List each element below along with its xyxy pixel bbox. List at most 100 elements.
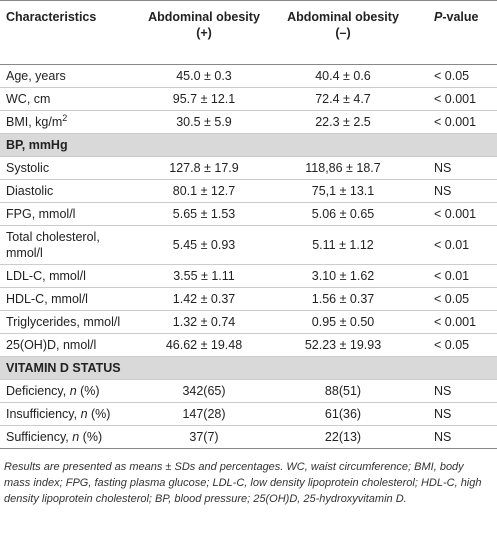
table-row: Total cholesterol, mmol/l 5.45 ± 0.93 5.11… (0, 226, 497, 265)
table-cell: NS (412, 426, 497, 449)
cell-text: 80.1 ± 12.7 (172, 184, 236, 198)
cell-text: Abdominal obesity (287, 10, 399, 24)
cell-text: < 0.001 (434, 115, 477, 129)
table-cell: 5.65 ± 1.53 (134, 203, 274, 226)
header-cell: Characteristics (0, 1, 134, 65)
cell-text: 22(13) (324, 430, 362, 444)
cell-text: 147(28) (182, 407, 226, 421)
table-cell: Age, years (0, 65, 134, 88)
table-row: BMI, kg/m2 30.5 ± 5.9 22.3 ± 2.5 < 0.001 (0, 111, 497, 134)
cell-text: < 0.001 (434, 207, 477, 221)
cell-text: Abdominal obesity (148, 10, 260, 24)
cell-text: Age, years (6, 69, 66, 83)
cell-text: -value (442, 10, 479, 24)
cell-italic: n (72, 430, 80, 444)
cell-text: < 0.05 (434, 338, 470, 352)
table-cell: < 0.01 (412, 226, 497, 265)
table-cell: 37(7) (134, 426, 274, 449)
table-cell: 46.62 ± 19.48 (134, 334, 274, 357)
cell-text: Characteristics (6, 10, 97, 24)
cell-text: Diastolic (6, 184, 54, 198)
cell-text: 52.23 ± 19.93 (304, 338, 382, 352)
table-cell: LDL-C, mmol/l (0, 265, 134, 288)
cell-text: WC, cm (6, 92, 51, 106)
table-cell: 80.1 ± 12.7 (134, 180, 274, 203)
table-row: Diastolic 80.1 ± 12.7 75,1 ± 13.1 NS (0, 180, 497, 203)
cell-text: < 0.05 (434, 292, 470, 306)
table-cell: < 0.001 (412, 203, 497, 226)
table-cell: 5.06 ± 0.65 (274, 203, 412, 226)
cell-text: < 0.001 (434, 92, 477, 106)
section-cell: BP, mmHg (0, 133, 497, 157)
cell-text: (%) (76, 384, 100, 398)
table-cell: 30.5 ± 5.9 (134, 111, 274, 134)
cell-text: 95.7 ± 12.1 (172, 92, 236, 106)
table-cell: 3.55 ± 1.11 (134, 265, 274, 288)
cell-text: 118,86 ± 18.7 (305, 161, 381, 175)
table-cell: Diastolic (0, 180, 134, 203)
cell-text: 1.56 ± 0.37 (311, 292, 375, 306)
table-cell: 75,1 ± 13.1 (274, 180, 412, 203)
table-cell: < 0.01 (412, 265, 497, 288)
table-cell: 61(36) (274, 403, 412, 426)
table-cell: 40.4 ± 0.6 (274, 65, 412, 88)
table-cell: WC, cm (0, 88, 134, 111)
data-table: Characteristics Abdominal obesity (+) Abdom… (0, 0, 497, 449)
cell-text: 1.32 ± 0.74 (172, 315, 236, 329)
table-cell: 3.10 ± 1.62 (274, 265, 412, 288)
table-cell: 127.8 ± 17.9 (134, 157, 274, 180)
table-cell: 52.23 ± 19.93 (274, 334, 412, 357)
table-cell: 0.95 ± 0.50 (274, 311, 412, 334)
cell-text: 5.45 ± 0.93 (172, 238, 236, 252)
table-row: LDL-C, mmol/l 3.55 ± 1.11 3.10 ± 1.62 < 0.0… (0, 265, 497, 288)
cell-text: (–) (335, 26, 351, 40)
header-row: Characteristics Abdominal obesity (+) Abdom… (0, 0, 497, 65)
table-row: HDL-C, mmol/l 1.42 ± 0.37 1.56 ± 0.37 < 0.0… (0, 288, 497, 311)
cell-text: 342(65) (182, 384, 226, 398)
cell-text: 37(7) (189, 430, 219, 444)
cell-text: (%) (79, 430, 103, 444)
cell-text: 5.11 ± 1.12 (312, 238, 374, 252)
cell-text: (%) (87, 407, 111, 421)
cell-text: 5.06 ± 0.65 (311, 207, 375, 221)
section-row: VITAMIN D STATUS (0, 356, 497, 380)
table-row: FPG, mmol/l 5.65 ± 1.53 5.06 ± 0.65 < 0.001 (0, 203, 497, 226)
cell-text: 22.3 ± 2.5 (315, 115, 371, 129)
cell-text: BMI, kg/m (6, 115, 63, 129)
cell-text: 0.95 ± 0.50 (311, 315, 375, 329)
table-cell: NS (412, 380, 497, 403)
cell-text: 5.65 ± 1.53 (172, 207, 236, 221)
cell-text: < 0.05 (434, 69, 470, 83)
table-cell: BMI, kg/m2 (0, 111, 134, 134)
table-cell: Sufficiency, n (%) (0, 426, 134, 449)
table-cell: < 0.05 (412, 65, 497, 88)
table-cell: 95.7 ± 12.1 (134, 88, 274, 111)
cell-text: 1.42 ± 0.37 (172, 292, 236, 306)
footnote: Results are presented as means ± SDs and… (4, 461, 482, 505)
table-cell: 118,86 ± 18.7 (274, 157, 412, 180)
cell-text: Insufficiency, (6, 407, 81, 421)
cell-text: 88(51) (324, 384, 362, 398)
table-cell: 1.42 ± 0.37 (134, 288, 274, 311)
cell-text: NS (434, 430, 452, 444)
cell-text: < 0.01 (434, 269, 470, 283)
table-cell: 1.32 ± 0.74 (134, 311, 274, 334)
table-row: Age, years 45.0 ± 0.3 40.4 ± 0.6 < 0.05 (0, 65, 497, 88)
table-cell: HDL-C, mmol/l (0, 288, 134, 311)
cell-text: 3.55 ± 1.11 (173, 269, 235, 283)
table-cell: 22.3 ± 2.5 (274, 111, 412, 134)
table-cell: Insufficiency, n (%) (0, 403, 134, 426)
cell-text: Sufficiency, (6, 430, 73, 444)
cell-text: HDL-C, mmol/l (6, 292, 88, 306)
cell-text: 61(36) (324, 407, 362, 421)
table-row: Triglycerides, mmol/l 1.32 ± 0.74 0.95 ± 0… (0, 311, 497, 334)
table-cell: < 0.05 (412, 288, 497, 311)
section-row: BP, mmHg (0, 133, 497, 157)
cell-text: 25(OH)D, nmol/l (6, 338, 97, 352)
cell-italic: n (69, 384, 77, 398)
cell-text: < 0.01 (434, 238, 470, 252)
cell-text: NS (434, 184, 452, 198)
cell-text: 75,1 ± 13.1 (311, 184, 375, 198)
